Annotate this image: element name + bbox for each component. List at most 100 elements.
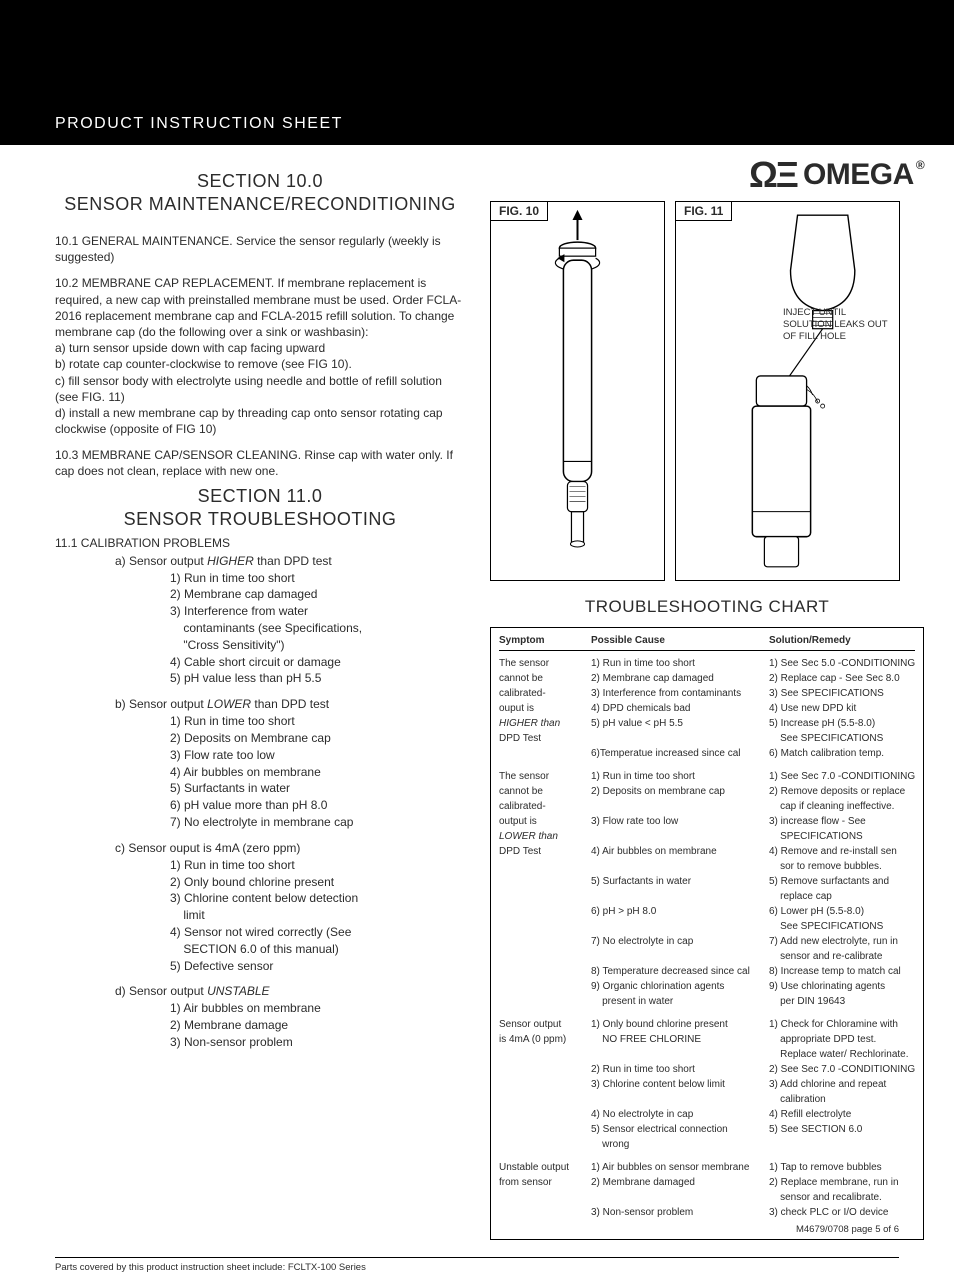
cell-symptom <box>499 920 591 933</box>
a3: 3) Interference from water <box>170 603 465 620</box>
chart-row: Replace water/ Rechlorinate. <box>499 1048 915 1061</box>
chart-header: Symptom Possible Cause Solution/Remedy <box>499 634 915 651</box>
cell-cause: 7) No electrolyte in cap <box>591 935 769 948</box>
p2-text: 10.2 MEMBRANE CAP REPLACEMENT. If membra… <box>55 276 461 339</box>
cell-solution: 2) Replace cap - See Sec 8.0 <box>769 672 915 685</box>
cell-symptom: DPD Test <box>499 845 591 858</box>
chart-row: See SPECIFICATIONS <box>499 920 915 933</box>
chart-group: The sensor1) Run in time too short1) See… <box>499 657 915 760</box>
a3c: "Cross Sensitivity") <box>170 637 465 654</box>
chart-row: is 4mA (0 ppm) NO FREE CHLORINE appropri… <box>499 1033 915 1046</box>
cell-solution: calibration <box>769 1093 915 1106</box>
omega-glyph-icon: ΩΞ <box>749 157 797 193</box>
b-label: b) Sensor output LOWER than DPD test <box>115 697 465 711</box>
logo: ΩΞ OMEGA® <box>490 157 924 193</box>
a3b: contaminants (see Specifications, <box>170 620 465 637</box>
cell-cause: 5) pH value < pH 5.5 <box>591 717 769 730</box>
chart-row: HIGHER than5) pH value < pH 5.55) Increa… <box>499 717 915 730</box>
chart-row: sor to remove bubbles. <box>499 860 915 873</box>
cell-symptom <box>499 1078 591 1091</box>
chart-row: 7) No electrolyte in cap7) Add new elect… <box>499 935 915 948</box>
d3: 3) Non-sensor problem <box>170 1034 465 1051</box>
cell-cause: 2) Membrane cap damaged <box>591 672 769 685</box>
chart-row: The sensor1) Run in time too short1) See… <box>499 657 915 670</box>
b3: 3) Flow rate too low <box>170 747 465 764</box>
cell-symptom <box>499 875 591 888</box>
cell-cause: 3) Non-sensor problem <box>591 1206 769 1219</box>
cell-solution: See SPECIFICATIONS <box>769 732 915 745</box>
c1: 1) Run in time too short <box>170 857 465 874</box>
chart-row: 8) Temperature decreased since cal8) Inc… <box>499 965 915 978</box>
chart-row: from sensor2) Membrane damaged2) Replace… <box>499 1176 915 1189</box>
cell-solution: 6) Match calibration temp. <box>769 747 915 760</box>
cell-solution: appropriate DPD test. <box>769 1033 915 1046</box>
cell-cause <box>591 1093 769 1106</box>
cell-solution: 2) Remove deposits or replace <box>769 785 915 798</box>
cell-symptom: from sensor <box>499 1176 591 1189</box>
cell-symptom <box>499 965 591 978</box>
cell-symptom: calibrated- <box>499 800 591 813</box>
cell-cause: 4) Air bubbles on membrane <box>591 845 769 858</box>
c3: 3) Chlorine content below detection <box>170 890 465 907</box>
section10-sub: SENSOR MAINTENANCE/RECONDITIONING <box>55 194 465 215</box>
cell-cause: 3) Flow rate too low <box>591 815 769 828</box>
chart-row: 6)Temperatue increased since cal6) Match… <box>499 747 915 760</box>
cell-cause: 2) Membrane damaged <box>591 1176 769 1189</box>
chart-row: cannot be2) Membrane cap damaged2) Repla… <box>499 672 915 685</box>
cell-cause: 1) Air bubbles on sensor membrane <box>591 1161 769 1174</box>
cell-cause: NO FREE CHLORINE <box>591 1033 769 1046</box>
p2d: d) install a new membrane cap by threadi… <box>55 406 443 436</box>
cell-cause <box>591 950 769 963</box>
chart-row: sensor and recalibrate. <box>499 1191 915 1204</box>
cell-solution: 1) Check for Chloramine with <box>769 1018 915 1031</box>
cell-symptom: output is <box>499 815 591 828</box>
cell-cause: 3) Interference from contaminants <box>591 687 769 700</box>
cell-symptom <box>499 1108 591 1121</box>
chart-row: calibration <box>499 1093 915 1106</box>
cell-solution: 3) Add chlorine and repeat <box>769 1078 915 1091</box>
cell-solution: 4) Refill electrolyte <box>769 1108 915 1121</box>
cell-symptom <box>499 980 591 993</box>
fig11-label: FIG. 11 <box>675 201 732 221</box>
footer: Parts covered by this product instructio… <box>55 1257 899 1273</box>
group-c: c) Sensor ouput is 4mA (zero ppm) 1) Run… <box>115 841 465 975</box>
col-symptom: Symptom <box>499 634 591 647</box>
cell-cause <box>591 800 769 813</box>
cell-symptom <box>499 1138 591 1151</box>
cell-solution: 5) See SECTION 6.0 <box>769 1123 915 1136</box>
chart-body: The sensor1) Run in time too short1) See… <box>499 657 915 1219</box>
chart-row: 5) Surfactants in water5) Remove surfact… <box>499 875 915 888</box>
cell-cause: 4) No electrolyte in cap <box>591 1108 769 1121</box>
chart-row: 5) Sensor electrical connection5) See SE… <box>499 1123 915 1136</box>
cell-solution <box>769 1138 915 1151</box>
cell-solution: 1) Tap to remove bubbles <box>769 1161 915 1174</box>
chart-row: replace cap <box>499 890 915 903</box>
section10-title: SECTION 10.0 <box>55 171 465 192</box>
chart-row: output is3) Flow rate too low3) increase… <box>499 815 915 828</box>
a1: 1) Run in time too short <box>170 570 465 587</box>
cell-cause: 5) Sensor electrical connection <box>591 1123 769 1136</box>
chart-title: TROUBLESHOOTING CHART <box>490 597 924 617</box>
group-b: b) Sensor output LOWER than DPD test 1) … <box>115 697 465 831</box>
cell-symptom: is 4mA (0 ppm) <box>499 1033 591 1046</box>
cell-symptom: Unstable output <box>499 1161 591 1174</box>
cell-symptom: The sensor <box>499 770 591 783</box>
chart-row: 4) No electrolyte in cap4) Refill electr… <box>499 1108 915 1121</box>
cell-solution: 8) Increase temp to match cal <box>769 965 915 978</box>
chart-row: present in water per DIN 19643 <box>499 995 915 1008</box>
chart-row: cannot be2) Deposits on membrane cap2) R… <box>499 785 915 798</box>
cell-cause: 3) Chlorine content below limit <box>591 1078 769 1091</box>
cell-solution: Replace water/ Rechlorinate. <box>769 1048 915 1061</box>
b2: 2) Deposits on Membrane cap <box>170 730 465 747</box>
cell-symptom: Sensor output <box>499 1018 591 1031</box>
right-column: ΩΞ OMEGA® FIG. 10 <box>490 165 924 1240</box>
header-title: PRODUCT INSTRUCTION SHEET <box>55 115 343 133</box>
chart-row: 3) Non-sensor problem3) check PLC or I/O… <box>499 1206 915 1219</box>
c-label: c) Sensor ouput is 4mA (zero ppm) <box>115 841 465 855</box>
chart-group: The sensor1) Run in time too short1) See… <box>499 770 915 1008</box>
b1: 1) Run in time too short <box>170 713 465 730</box>
chart-row: sensor and re-calibrate <box>499 950 915 963</box>
cell-solution: 3) increase flow - See <box>769 815 915 828</box>
cell-symptom <box>499 935 591 948</box>
cell-cause: 1) Run in time too short <box>591 770 769 783</box>
